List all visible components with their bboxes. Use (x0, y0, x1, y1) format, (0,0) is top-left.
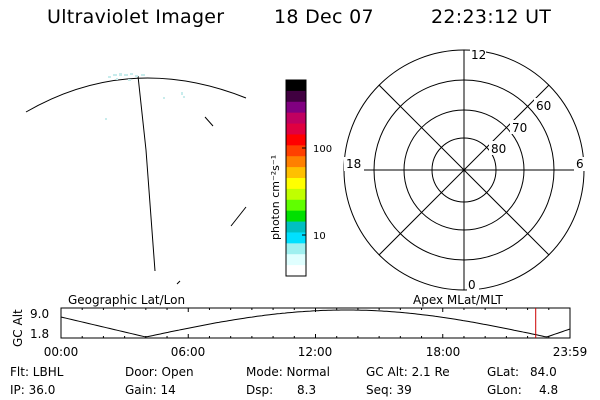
orbit-altitude-curve (60, 309, 571, 338)
polar-label-12: 12 (471, 48, 486, 62)
colorbar-band (286, 178, 306, 190)
timeline-axis-label: GC Alt (11, 309, 25, 347)
limb-edge-right-lower (176, 280, 181, 285)
colorbar-band (286, 254, 306, 266)
time-label: 22:23:12 UT (431, 6, 552, 28)
earth-limb-arc (25, 77, 247, 113)
colorbar-band (286, 112, 306, 125)
colorbar-band (286, 210, 306, 223)
timeline-xtick-1800: 18:00 (426, 345, 461, 359)
timeline-ytick-9: 9.0 (30, 307, 49, 321)
colorbar-band (286, 221, 306, 233)
timeline-xtick-2359: 23:59 (553, 345, 588, 359)
status-dsp-value: 8.3 (297, 383, 317, 397)
status-glat-value: 84.0 (530, 365, 557, 379)
colorbar-band (286, 265, 306, 277)
timeline-xtick-0000: 00:00 (44, 345, 79, 359)
polar-diagonal-2 (378, 84, 550, 256)
polar-label-0: 0 (468, 278, 476, 292)
status-gc-alt: GC Alt: 2.1 Re (366, 365, 450, 379)
polar-ring-label-80: 80 (491, 142, 506, 156)
colorbar-band (286, 80, 306, 92)
timeline-title-apex: Apex MLat/MLT (413, 293, 503, 307)
polar-ring-label-70: 70 (512, 121, 527, 135)
colorbar-band (286, 232, 306, 244)
colorbar-gradient (286, 80, 306, 277)
colorbar-band (286, 134, 306, 146)
colorbar-band (286, 101, 306, 114)
status-glat-label: GLat: (487, 365, 520, 379)
colorbar-band (286, 156, 306, 168)
polar-label-6: 6 (576, 157, 584, 171)
colorbar-band (286, 123, 306, 135)
colorbar-band (286, 90, 306, 103)
status-seq: Seq: 39 (366, 383, 412, 397)
colorbar-band (286, 167, 306, 179)
colorbar-unit-label: photon cm⁻²s⁻¹ (269, 155, 282, 240)
timeline-title-geographic: Geographic Lat/Lon (68, 293, 185, 307)
timeline-frame (60, 307, 571, 339)
colorbar-band (286, 199, 306, 212)
meridian-line (137, 75, 156, 272)
status-door: Door: Open (125, 365, 194, 379)
limb-tick (204, 116, 214, 127)
colorbar-frame (285, 79, 307, 277)
limb-edge-right (230, 206, 247, 227)
status-dsp-label: Dsp: (246, 383, 274, 397)
colorbar-tick-label-10: 10 (313, 231, 326, 242)
polar-ring-label-60: 60 (536, 99, 551, 113)
status-ip: IP: 36.0 (10, 383, 56, 397)
timeline-xtick-1200: 12:00 (298, 345, 333, 359)
timeline-xtick-0600: 06:00 (171, 345, 206, 359)
date-label: 18 Dec 07 (274, 6, 374, 28)
timeline-ytick-1-8: 1.8 (30, 327, 49, 341)
status-glon-label: GLon: (487, 383, 522, 397)
status-flt: Flt: LBHL (10, 365, 64, 379)
colorbar-band (286, 243, 306, 255)
instrument-title: Ultraviolet Imager (47, 6, 225, 28)
status-mode: Mode: Normal (246, 365, 330, 379)
aurora-emission (105, 73, 185, 120)
timeline-ticks (60, 308, 571, 338)
polar-label-18: 18 (346, 157, 361, 171)
status-glon-value: 4.8 (539, 383, 559, 397)
status-gain: Gain: 14 (125, 383, 176, 397)
colorbar-band (286, 145, 306, 157)
colorbar-band (286, 188, 306, 201)
colorbar-tick-label-100: 100 (313, 144, 332, 155)
